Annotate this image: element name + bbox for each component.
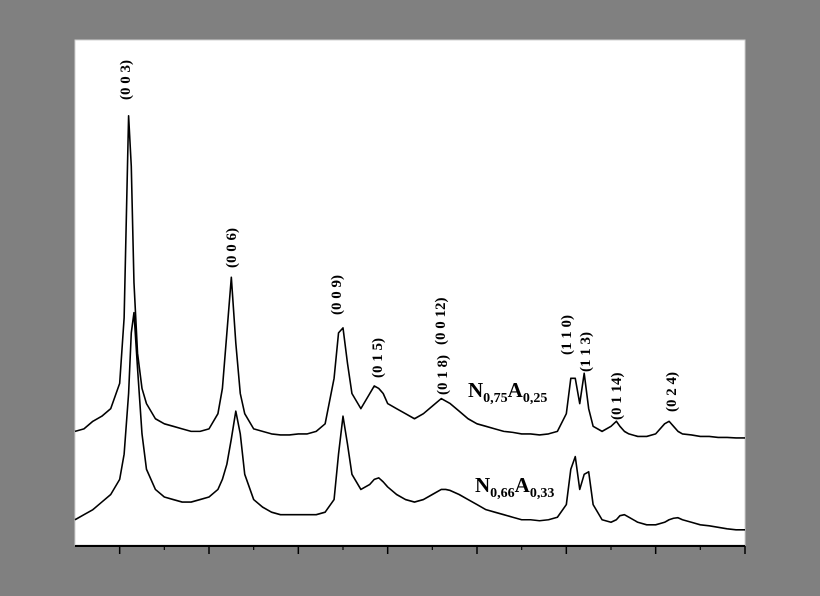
label-text: A xyxy=(515,473,531,497)
label-text: N xyxy=(475,473,490,497)
peak-label: (0 0 9) xyxy=(329,275,345,315)
peak-label: (0 0 6) xyxy=(224,228,240,268)
label-text: A xyxy=(508,378,524,402)
label-subscript: 0,75 xyxy=(483,391,508,406)
label-text: N xyxy=(468,378,483,402)
peak-label: (0 0 12) xyxy=(433,298,449,346)
peak-label: (0 1 14) xyxy=(609,373,625,421)
label-subscript: 0,66 xyxy=(490,486,515,501)
peak-label: (1 1 0) xyxy=(559,315,575,355)
label-subscript: 0,33 xyxy=(530,486,555,501)
peak-label: (0 1 5) xyxy=(370,338,386,378)
series-label: N0,75A0,25 xyxy=(468,378,547,406)
plot-area xyxy=(74,39,746,546)
xrd-pattern xyxy=(74,311,745,531)
series-label: N0,66A0,33 xyxy=(475,473,554,501)
peak-label: (1 1 3) xyxy=(578,332,594,372)
peak-label: (0 0 3) xyxy=(118,60,134,100)
peak-label: (0 1 8) xyxy=(435,355,451,395)
xrd-pattern xyxy=(74,114,745,439)
peak-label: (0 2 4) xyxy=(664,372,680,412)
label-subscript: 0,25 xyxy=(523,391,548,406)
